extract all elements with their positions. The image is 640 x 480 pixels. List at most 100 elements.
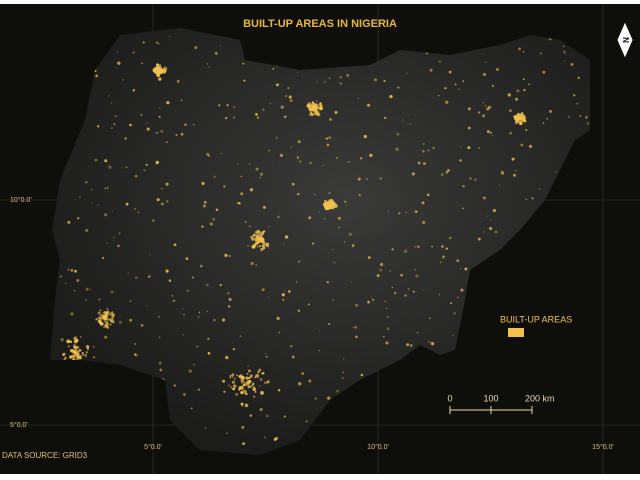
built-up-dot <box>383 336 385 338</box>
built-up-dot <box>469 177 472 180</box>
built-up-dot <box>201 225 204 228</box>
built-up-dot <box>403 249 408 253</box>
built-up-dot <box>297 309 300 312</box>
built-up-dot <box>495 67 499 71</box>
built-up-dot <box>296 281 298 283</box>
built-up-dot <box>99 322 104 326</box>
built-up-dot <box>110 102 113 104</box>
built-up-dot <box>316 100 318 103</box>
built-up-dot <box>173 243 177 247</box>
built-up-dot <box>297 192 300 196</box>
built-up-dot <box>494 230 498 234</box>
built-up-dot <box>265 414 269 418</box>
built-up-dot <box>431 245 433 248</box>
built-up-dot <box>202 204 206 208</box>
built-up-dot <box>156 71 160 76</box>
built-up-dot <box>367 103 371 107</box>
built-up-dot <box>141 62 143 65</box>
built-up-dot <box>85 351 88 354</box>
built-up-dot <box>250 262 254 265</box>
built-up-dot <box>246 372 249 375</box>
built-up-dot <box>265 352 267 355</box>
built-up-dot <box>201 181 205 186</box>
built-up-dot <box>238 201 241 205</box>
built-up-dot <box>91 202 93 204</box>
built-up-dot <box>405 211 407 213</box>
built-up-dot <box>188 369 192 373</box>
built-up-dot <box>350 282 352 284</box>
built-up-dot <box>357 177 361 181</box>
built-up-dot <box>240 391 244 395</box>
built-up-dot <box>255 234 258 237</box>
built-up-dot <box>409 343 413 347</box>
built-up-dot <box>77 217 80 220</box>
built-up-dot <box>155 131 159 134</box>
built-up-dot <box>520 143 524 147</box>
built-up-dot <box>229 374 232 377</box>
north-arrow: N <box>617 22 633 58</box>
built-up-dot <box>325 206 328 209</box>
built-up-dot <box>207 337 210 340</box>
built-up-dot <box>386 327 390 331</box>
built-up-dot <box>325 137 328 140</box>
built-up-dot <box>257 233 260 237</box>
built-up-dot <box>432 146 435 149</box>
built-up-dot <box>562 50 566 54</box>
built-up-dot <box>261 372 264 375</box>
built-up-dot <box>442 256 445 259</box>
built-up-dot <box>427 149 430 152</box>
built-up-dot <box>104 335 108 339</box>
built-up-dot <box>112 291 115 293</box>
built-up-dot <box>429 317 431 319</box>
built-up-dot <box>248 369 251 373</box>
built-up-dot <box>79 196 81 198</box>
built-up-dot <box>132 51 135 54</box>
built-up-dot <box>155 160 159 165</box>
built-up-dot <box>89 288 92 291</box>
built-up-dot <box>148 275 151 278</box>
built-up-dot <box>509 109 512 113</box>
built-up-dot <box>538 188 541 190</box>
built-up-dot <box>229 386 233 389</box>
built-up-dot <box>107 317 111 321</box>
built-up-dot <box>180 99 183 102</box>
built-up-dot <box>229 376 232 379</box>
built-up-dot <box>186 289 189 292</box>
built-up-dot <box>158 77 162 81</box>
built-up-dot <box>152 68 156 72</box>
built-up-dot <box>329 118 332 121</box>
built-up-dot <box>262 108 265 111</box>
built-up-dot <box>525 128 528 131</box>
built-up-dot <box>344 200 347 204</box>
built-up-dot <box>278 331 281 334</box>
built-up-dot <box>323 81 326 83</box>
built-up-dot <box>247 245 249 247</box>
built-up-dot <box>518 121 523 126</box>
built-up-dot <box>104 213 107 217</box>
built-up-dot <box>318 349 320 352</box>
built-up-dot <box>312 242 315 245</box>
built-up-dot <box>140 324 144 327</box>
built-up-dot <box>331 206 335 210</box>
built-up-dot <box>395 147 399 151</box>
built-up-dot <box>191 276 194 279</box>
built-up-dot <box>102 257 104 260</box>
built-up-dot <box>486 130 490 133</box>
built-up-dot <box>366 178 368 180</box>
built-up-dot <box>145 163 148 166</box>
built-up-dot <box>219 283 222 287</box>
built-up-dot <box>291 355 295 359</box>
built-up-dot <box>453 311 456 315</box>
built-up-dot <box>477 237 481 241</box>
built-up-dot <box>255 373 260 378</box>
built-up-dot <box>570 63 574 66</box>
built-up-dot <box>311 102 315 105</box>
built-up-dot <box>383 79 386 83</box>
built-up-dot <box>227 305 231 308</box>
built-up-dot <box>322 164 324 167</box>
built-up-dot <box>519 120 522 123</box>
built-up-dot <box>512 173 517 177</box>
built-up-dot <box>298 382 302 386</box>
